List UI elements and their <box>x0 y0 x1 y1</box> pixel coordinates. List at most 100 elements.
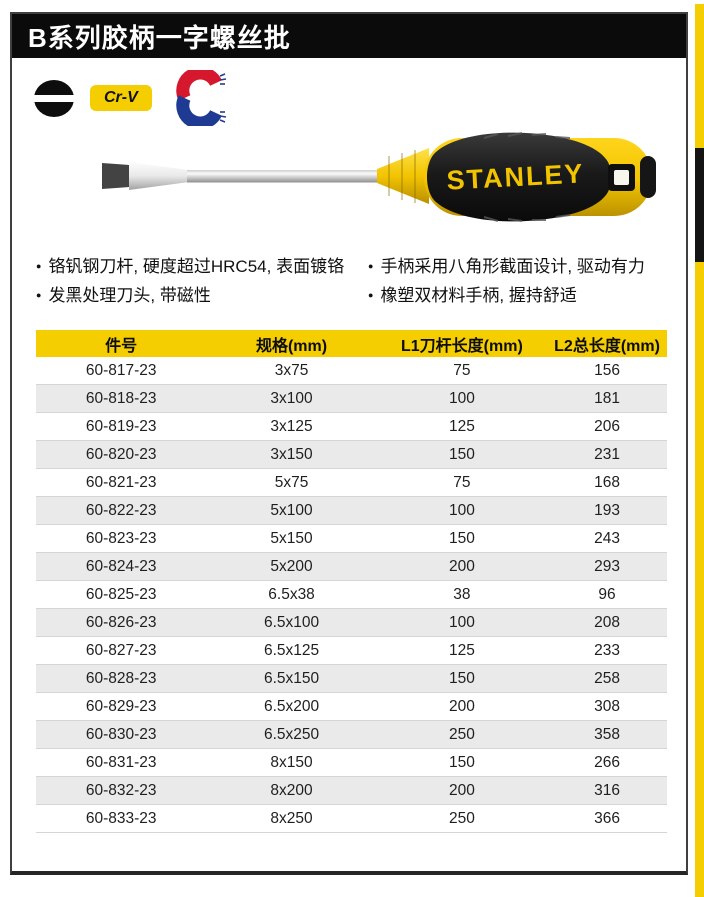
table-cell: 266 <box>547 748 667 777</box>
table-row: 60-830-23 6.5x250 250 358 <box>36 720 667 749</box>
content-frame: B系列胶柄一字螺丝批 Cr-V <box>10 12 688 875</box>
table-cell: 75 <box>376 357 548 385</box>
table-cell: 5x150 <box>206 524 377 553</box>
table-row: 60-821-23 5x75 75 168 <box>36 468 667 497</box>
table-cell: 60-824-23 <box>36 552 207 581</box>
table-cell: 60-829-23 <box>36 692 207 721</box>
table-cell: 6.5x100 <box>206 608 377 637</box>
table-cell: 3x75 <box>206 357 377 385</box>
table-cell: 6.5x150 <box>206 664 377 693</box>
page-edge-strip-black-segment <box>695 148 704 262</box>
table-cell: 250 <box>376 720 548 749</box>
table-cell: 60-826-23 <box>36 608 207 637</box>
table-cell: 60-825-23 <box>36 580 207 609</box>
table-row: 60-823-23 5x150 150 243 <box>36 524 667 553</box>
table-cell: 293 <box>547 552 667 581</box>
brand-text: STANLEY <box>446 158 585 195</box>
table-cell: 308 <box>547 692 667 721</box>
table-cell: 181 <box>547 384 667 413</box>
table-cell: 150 <box>376 748 548 777</box>
feature-item: 发黑处理刀头, 带磁性 <box>36 281 368 310</box>
table-cell: 168 <box>547 468 667 497</box>
table-cell: 8x150 <box>206 748 377 777</box>
table-cell: 5x75 <box>206 468 377 497</box>
table-cell: 60-833-23 <box>36 804 207 833</box>
table-cell: 200 <box>376 776 548 805</box>
table-cell: 60-831-23 <box>36 748 207 777</box>
table-cell: 75 <box>376 468 548 497</box>
spec-table-header-row: 件号 规格(mm) L1刀杆长度(mm) L2总长度(mm) <box>36 330 667 357</box>
spec-table-body: 60-817-23 3x75 75 156 60-818-23 3x100 100 181 60… <box>36 357 667 833</box>
table-cell: 60-819-23 <box>36 412 207 441</box>
table-cell: 125 <box>376 412 548 441</box>
table-cell: 6.5x125 <box>206 636 377 665</box>
table-cell: 8x250 <box>206 804 377 833</box>
product-photo: STANLEY <box>84 122 670 244</box>
table-cell: 125 <box>376 636 548 665</box>
table-cell: 100 <box>376 608 548 637</box>
table-row: 60-832-23 8x200 200 316 <box>36 776 667 805</box>
table-row: 60-818-23 3x100 100 181 <box>36 384 667 413</box>
table-cell: 60-820-23 <box>36 440 207 469</box>
table-cell: 5x200 <box>206 552 377 581</box>
table-cell: 100 <box>376 384 548 413</box>
table-row: 60-825-23 6.5x38 38 96 <box>36 580 667 609</box>
table-row: 60-829-23 6.5x200 200 308 <box>36 692 667 721</box>
table-cell: 316 <box>547 776 667 805</box>
table-cell: 366 <box>547 804 667 833</box>
spec-table: 件号 规格(mm) L1刀杆长度(mm) L2总长度(mm) 60-817-23… <box>36 330 667 833</box>
table-cell: 6.5x200 <box>206 692 377 721</box>
column-header-part-number: 件号 <box>36 330 207 357</box>
table-row: 60-824-23 5x200 200 293 <box>36 552 667 581</box>
table-cell: 206 <box>547 412 667 441</box>
page-title: B系列胶柄一字螺丝批 <box>28 22 291 53</box>
table-cell: 60-822-23 <box>36 496 207 525</box>
table-cell: 8x200 <box>206 776 377 805</box>
feature-list: 铬钒钢刀杆, 硬度超过HRC54, 表面镀铬 发黑处理刀头, 带磁性 手柄采用八… <box>36 252 666 310</box>
table-cell: 3x150 <box>206 440 377 469</box>
table-cell: 38 <box>376 580 548 609</box>
table-row: 60-819-23 3x125 125 206 <box>36 412 667 441</box>
table-cell: 200 <box>376 552 548 581</box>
table-cell: 60-823-23 <box>36 524 207 553</box>
table-cell: 150 <box>376 524 548 553</box>
table-cell: 3x125 <box>206 412 377 441</box>
table-cell: 150 <box>376 664 548 693</box>
table-row: 60-831-23 8x150 150 266 <box>36 748 667 777</box>
table-cell: 208 <box>547 608 667 637</box>
column-header-l2-length: L2总长度(mm) <box>547 330 667 357</box>
table-cell: 200 <box>376 692 548 721</box>
table-row: 60-827-23 6.5x125 125 233 <box>36 636 667 665</box>
table-cell: 60-821-23 <box>36 468 207 497</box>
slotted-tip-icon <box>33 79 75 117</box>
table-cell: 6.5x38 <box>206 580 377 609</box>
table-cell: 258 <box>547 664 667 693</box>
table-cell: 5x100 <box>206 496 377 525</box>
feature-list-left: 铬钒钢刀杆, 硬度超过HRC54, 表面镀铬 发黑处理刀头, 带磁性 <box>36 252 368 310</box>
feature-list-right: 手柄采用八角形截面设计, 驱动有力 橡塑双材料手柄, 握持舒适 <box>368 252 666 310</box>
table-cell: 6.5x250 <box>206 720 377 749</box>
table-cell: 60-830-23 <box>36 720 207 749</box>
magnet-icon <box>174 66 230 130</box>
feature-icons-row: Cr-V <box>33 66 230 130</box>
table-row: 60-820-23 3x150 150 231 <box>36 440 667 469</box>
table-cell: 60-827-23 <box>36 636 207 665</box>
table-cell: 231 <box>547 440 667 469</box>
table-cell: 358 <box>547 720 667 749</box>
crv-badge: Cr-V <box>90 85 152 111</box>
title-bar: B系列胶柄一字螺丝批 <box>12 14 686 58</box>
column-header-spec: 规格(mm) <box>206 330 377 357</box>
feature-item: 手柄采用八角形截面设计, 驱动有力 <box>368 252 666 281</box>
table-cell: 60-832-23 <box>36 776 207 805</box>
table-cell: 250 <box>376 804 548 833</box>
table-cell: 243 <box>547 524 667 553</box>
table-cell: 100 <box>376 496 548 525</box>
table-cell: 60-818-23 <box>36 384 207 413</box>
feature-item: 橡塑双材料手柄, 握持舒适 <box>368 281 666 310</box>
table-row: 60-822-23 5x100 100 193 <box>36 496 667 525</box>
table-cell: 96 <box>547 580 667 609</box>
table-row: 60-828-23 6.5x150 150 258 <box>36 664 667 693</box>
table-cell: 156 <box>547 357 667 385</box>
table-cell: 150 <box>376 440 548 469</box>
feature-item: 铬钒钢刀杆, 硬度超过HRC54, 表面镀铬 <box>36 252 368 281</box>
